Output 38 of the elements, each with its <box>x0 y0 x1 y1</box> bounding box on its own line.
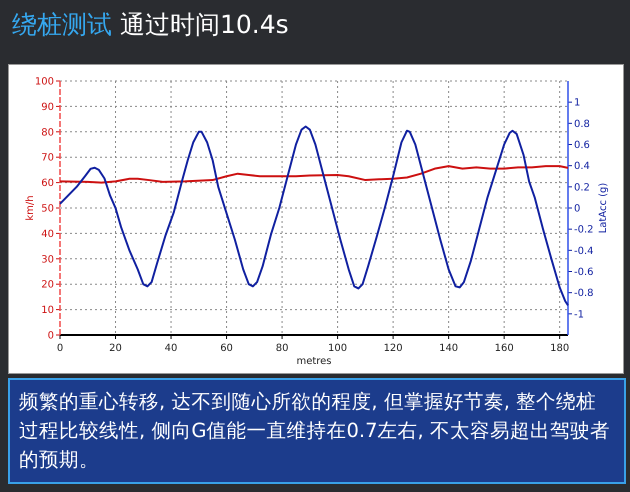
y2-tick-label: -0.4 <box>574 246 594 257</box>
y-tick-label: 0 <box>48 330 54 342</box>
y2-tick-label: -1 <box>574 309 584 320</box>
x-tick-label: 120 <box>384 343 403 354</box>
y2-tick-label: 0 <box>574 204 580 214</box>
x-tick-label: 140 <box>439 343 458 354</box>
y2-tick-label: 0.6 <box>574 140 590 151</box>
x-tick-label: 40 <box>164 343 178 354</box>
y-tick-label: 100 <box>34 76 54 88</box>
x-tick-label: 80 <box>276 343 288 354</box>
y2-tick-label: 0.2 <box>574 182 590 194</box>
y2-tick-label: 0.8 <box>574 118 590 130</box>
y-tick-label: 60 <box>41 178 54 190</box>
x-tick-label: 180 <box>550 343 570 354</box>
chart-title: 绕桩测试 <box>12 10 112 39</box>
y2-axis-title: LatAcc (g) <box>598 182 609 234</box>
y-axis-title: km/h <box>25 195 36 221</box>
y2-tick-label: -0.6 <box>574 267 594 278</box>
chart-subtitle: 通过时间10.4s <box>118 10 289 39</box>
y2-tick-label: -0.8 <box>574 288 594 300</box>
x-tick-label: 60 <box>220 343 233 354</box>
y-tick-label: 80 <box>41 127 54 138</box>
y-tick-label: 40 <box>41 228 54 240</box>
y-tick-label: 70 <box>41 152 54 164</box>
x-axis-title: metres <box>296 356 332 367</box>
y-tick-label: 90 <box>41 102 54 113</box>
y-tick-label: 30 <box>41 254 54 266</box>
x-tick-label: 100 <box>328 343 348 354</box>
y-tick-label: 20 <box>41 280 54 291</box>
y-tick-label: 50 <box>41 204 54 214</box>
text: 频繁的重心转移, 达不到随心所欲的程度, 但掌握好节奏, 整个绕桩过程比较线性, 侧向G值能一直维持在0.7左右, 不太容易超出驾驶者的预期。 <box>19 389 611 473</box>
x-tick-label: 20 <box>109 343 122 354</box>
y2-tick-label: 1 <box>574 98 580 109</box>
y2-tick-label: -0.2 <box>574 224 594 236</box>
x-tick-label: 160 <box>494 343 514 354</box>
y-tick-label: 10 <box>41 305 54 316</box>
x-tick-label: 0 <box>56 343 64 354</box>
y2-tick-label: 0.4 <box>574 161 590 172</box>
